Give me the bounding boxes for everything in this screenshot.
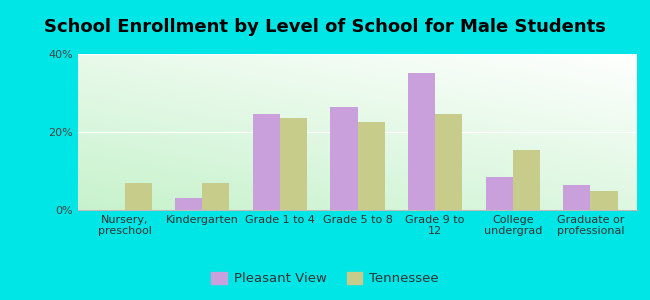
Bar — [175, 198, 202, 210]
Bar — [358, 122, 385, 210]
Bar — [408, 74, 435, 210]
Bar — [486, 177, 513, 210]
Bar — [253, 114, 280, 210]
Text: School Enrollment by Level of School for Male Students: School Enrollment by Level of School for… — [44, 18, 606, 36]
Bar — [435, 114, 462, 210]
Bar — [564, 184, 590, 210]
Bar — [330, 106, 358, 210]
Bar — [590, 190, 618, 210]
Bar — [513, 149, 540, 210]
Bar — [125, 183, 151, 210]
Legend: Pleasant View, Tennessee: Pleasant View, Tennessee — [206, 266, 444, 290]
Bar — [202, 183, 229, 210]
Bar — [280, 118, 307, 210]
